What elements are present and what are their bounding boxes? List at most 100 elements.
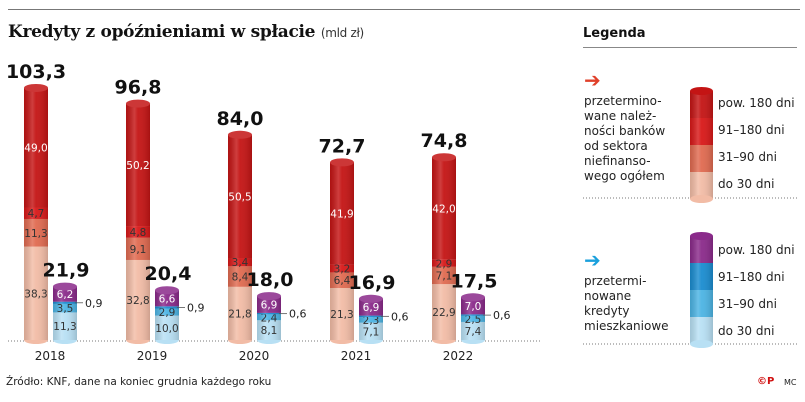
- legend-cylinder-nonfin-top-cap: [690, 87, 713, 95]
- author-initials: MC: [784, 378, 797, 387]
- bar-shading: [432, 259, 456, 267]
- legend-cylinder-nonfin-shading: [690, 118, 713, 145]
- legend-cylinder-mortgage-shading: [690, 263, 713, 290]
- legend-label-mortgage-31-90: 31–90 dni: [718, 297, 777, 311]
- total-label-mortgage: 16,9: [349, 272, 396, 294]
- bar-shading: [228, 266, 252, 287]
- legend-rule: [583, 47, 797, 48]
- x-tick-label: 2021: [341, 349, 372, 363]
- bar-shading: [53, 303, 77, 313]
- total-label-mortgage: 17,5: [451, 270, 498, 292]
- segment-value-label: 49,0: [24, 143, 47, 155]
- total-label-nonfin: 96,8: [115, 77, 162, 99]
- bar-top-cap-highlight: [155, 286, 179, 295]
- segment-value-label: 42,0: [432, 203, 455, 215]
- bar-top-cap: [359, 294, 383, 303]
- bar-shading: [155, 306, 179, 309]
- bar-shading: [257, 314, 281, 321]
- bar-top-cap-highlight: [461, 293, 485, 302]
- bar-shading: [126, 237, 150, 260]
- bar-top-cap: [432, 153, 456, 162]
- bar-shading: [432, 157, 456, 260]
- segment-value-label: 7,1: [436, 270, 453, 282]
- legend-desc-mortgage: przetermi- nowane kredyty mieszkaniowe: [584, 274, 669, 333]
- segment-value-label: 0,9: [85, 297, 103, 310]
- total-label-nonfin: 103,3: [6, 61, 66, 83]
- bar-shading: [126, 226, 150, 238]
- bar-top-cap-highlight: [126, 99, 150, 108]
- legend-cylinder-mortgage-bottom-cap: [690, 340, 713, 348]
- segment-value-label: 3,5: [57, 303, 74, 315]
- bar-shading: [359, 322, 383, 340]
- segment-value-label: 7,1: [363, 326, 380, 338]
- bar-shading: [461, 315, 485, 322]
- legend-cylinder-nonfin-shading: [690, 172, 713, 199]
- total-label-mortgage: 18,0: [247, 269, 294, 291]
- bar-top-cap: [24, 83, 48, 92]
- segment-value-label: 2,9: [436, 258, 453, 270]
- segment-value-label: 38,3: [24, 288, 47, 300]
- segment-value-label: 3,2: [334, 264, 351, 276]
- segment-value-label: 50,2: [126, 160, 149, 172]
- x-tick-label: 2022: [443, 349, 474, 363]
- legend-label-mortgage-91-180: 91–180 dni: [718, 270, 785, 284]
- segment-value-label: 41,9: [330, 208, 353, 220]
- segment-value-label: 6,6: [159, 293, 176, 305]
- bar-shading: [24, 207, 48, 219]
- bar-shading: [155, 308, 179, 316]
- bar-shading: [155, 315, 179, 340]
- legend-label-nonfin-31-90: 31–90 dni: [718, 150, 777, 164]
- bar-shading: [359, 315, 383, 318]
- top-rule: [8, 9, 800, 10]
- bar-shading: [126, 259, 150, 340]
- segment-value-label: 7,0: [465, 301, 482, 313]
- arrow-right-icon-mortgage: ➔: [584, 248, 601, 272]
- segment-value-label: 0,9: [187, 301, 205, 314]
- bar-shading: [126, 103, 150, 227]
- legend-cylinder-nonfin-shading: [690, 145, 713, 172]
- bar-top-cap: [228, 130, 252, 139]
- bar-top-cap: [257, 292, 281, 301]
- segment-value-label: 6,4: [334, 275, 351, 287]
- segment-value-label: 0,6: [391, 310, 409, 323]
- legend-label-nonfin-pow180: pow. 180 dni: [718, 96, 795, 110]
- bar-top-cap: [126, 99, 150, 108]
- arrow-right-icon-nonfin: ➔: [584, 68, 601, 92]
- bar-top-cap: [155, 286, 179, 295]
- bar-top-cap-highlight: [228, 130, 252, 139]
- total-label-mortgage: 20,4: [145, 263, 192, 285]
- bar-top-cap-highlight: [432, 153, 456, 162]
- segment-value-label: 2,3: [363, 315, 380, 327]
- bar-shading: [461, 314, 485, 316]
- segment-value-label: 2,9: [159, 307, 176, 319]
- x-tick-label: 2019: [137, 349, 168, 363]
- legend-cylinder-mortgage-shading: [690, 236, 713, 263]
- segment-value-label: 9,1: [130, 244, 147, 256]
- bar-shading: [155, 290, 179, 307]
- segment-value-label: 8,4: [232, 272, 249, 284]
- bar-shading: [432, 266, 456, 285]
- bar-top-cap-highlight: [330, 158, 354, 167]
- bar-shading: [330, 264, 354, 273]
- segment-value-label: 10,0: [155, 323, 178, 335]
- x-tick-label: 2020: [239, 349, 270, 363]
- bar-shading: [228, 286, 252, 340]
- legend-cylinder-mortgage-shading: [690, 290, 713, 317]
- bar-top-cap: [53, 282, 77, 291]
- legend-label-mortgage-pow180: pow. 180 dni: [718, 243, 795, 257]
- x-tick-label: 2018: [35, 349, 66, 363]
- segment-value-label: 22,9: [432, 307, 455, 319]
- segment-value-label: 6,2: [57, 289, 74, 301]
- segment-value-label: 21,8: [228, 308, 251, 320]
- segment-value-label: 11,3: [24, 228, 47, 240]
- chart-title: Kredyty z opóźnieniami w spłacie (mld zł…: [8, 22, 364, 42]
- bar-shading: [359, 317, 383, 323]
- bar-shading: [257, 320, 281, 340]
- bar-top-cap-highlight: [359, 294, 383, 303]
- total-label-nonfin: 74,8: [421, 130, 468, 152]
- bar-shading: [24, 87, 48, 208]
- bar-shading: [461, 297, 485, 315]
- legend-title: Legenda: [583, 26, 646, 41]
- bar-shading: [228, 134, 252, 259]
